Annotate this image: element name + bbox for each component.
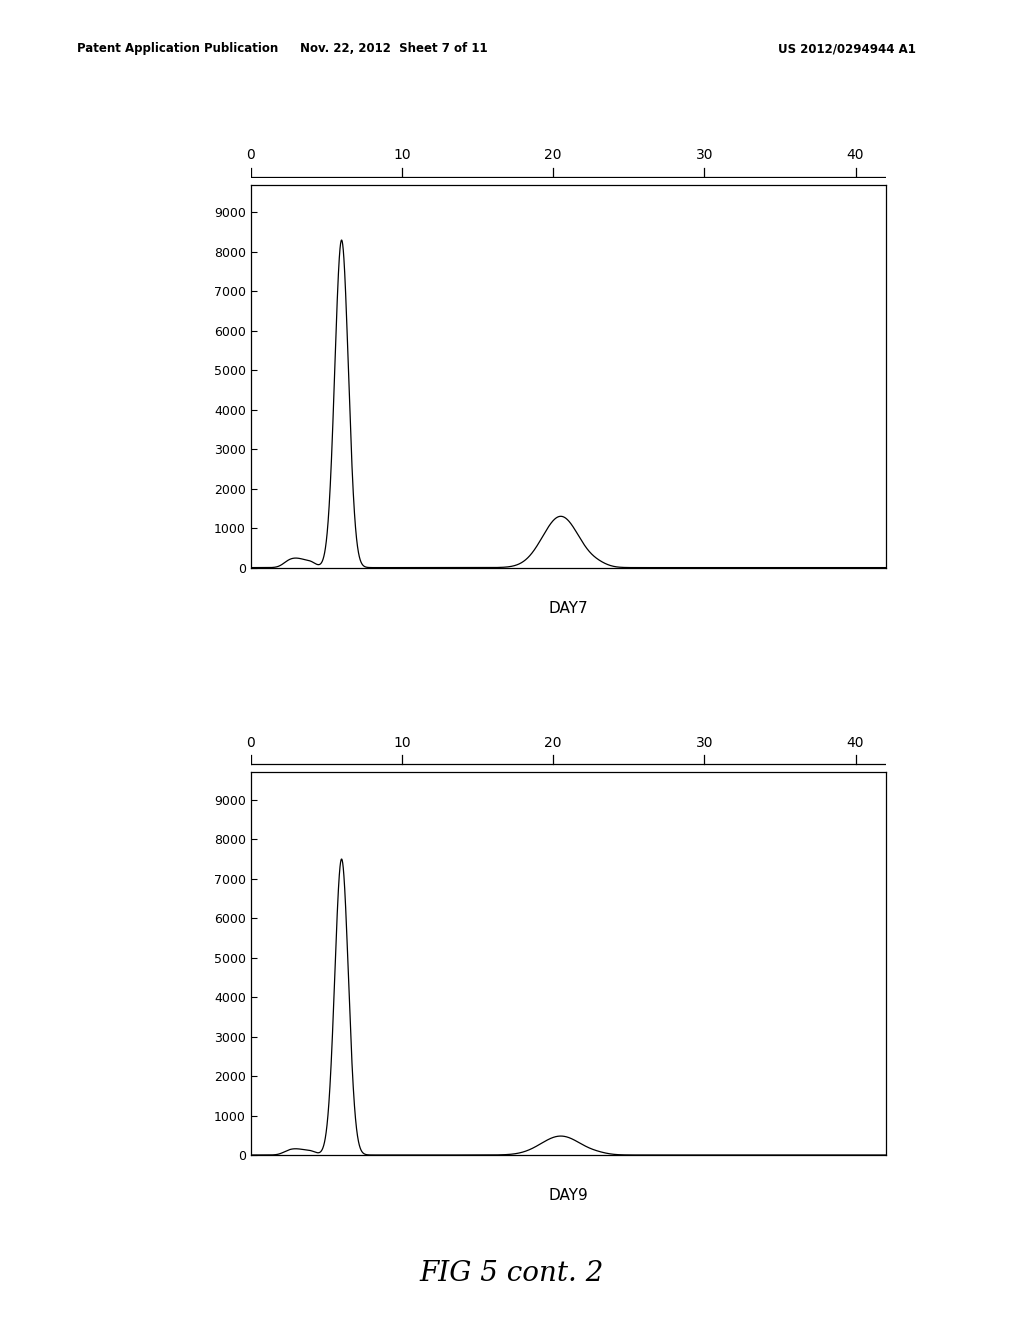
Text: Patent Application Publication: Patent Application Publication <box>77 42 279 55</box>
Text: 40: 40 <box>847 148 864 162</box>
Text: DAY9: DAY9 <box>549 1188 588 1203</box>
Text: FIG 5 cont. 2: FIG 5 cont. 2 <box>420 1261 604 1287</box>
Text: 30: 30 <box>695 148 713 162</box>
Text: US 2012/0294944 A1: US 2012/0294944 A1 <box>778 42 916 55</box>
Text: 20: 20 <box>545 735 562 750</box>
Text: Nov. 22, 2012  Sheet 7 of 11: Nov. 22, 2012 Sheet 7 of 11 <box>300 42 488 55</box>
Text: 40: 40 <box>847 735 864 750</box>
Text: 30: 30 <box>695 735 713 750</box>
Text: 0: 0 <box>247 148 255 162</box>
Text: 0: 0 <box>247 735 255 750</box>
Text: 10: 10 <box>393 735 411 750</box>
Text: 10: 10 <box>393 148 411 162</box>
Text: DAY7: DAY7 <box>549 601 588 615</box>
Text: 20: 20 <box>545 148 562 162</box>
